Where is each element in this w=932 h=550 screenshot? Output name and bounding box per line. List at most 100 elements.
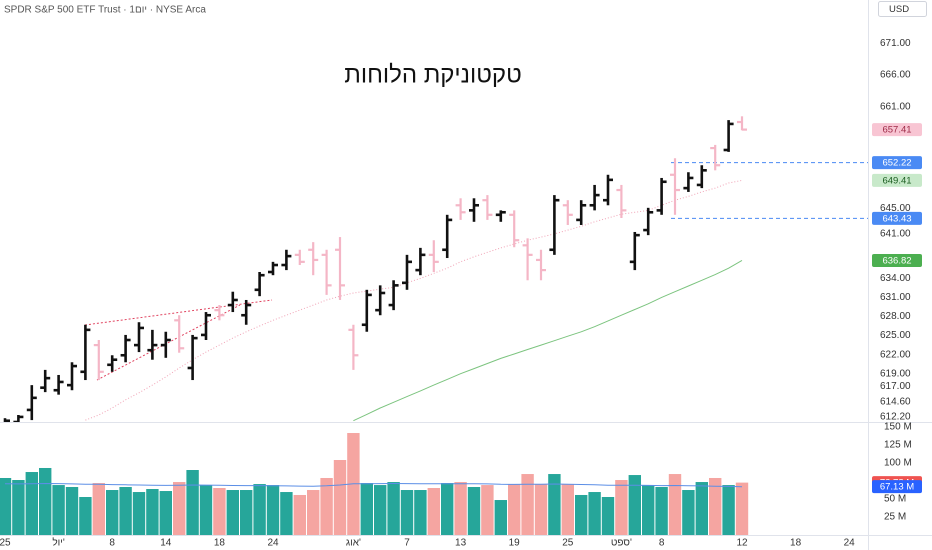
volume-bar	[333, 460, 347, 535]
volume-ma-tag-bg	[872, 480, 922, 494]
x-tick-label: 14	[160, 538, 172, 549]
symbol-label: SPDR S&P 500 ETF Trust · 1יום · NYSE Arc…	[4, 5, 206, 16]
volume-bar	[668, 474, 682, 535]
axes: 612.20 614.60 617.00 619.00 622.00 625.00 628.…	[0, 38, 922, 549]
x-tick-label: 12	[736, 538, 748, 549]
volume-bar	[534, 484, 548, 535]
volume-bar	[360, 483, 373, 535]
y-tick-label: 617.00	[880, 381, 911, 392]
y-tick-label: 661.00	[880, 101, 911, 112]
y-tick-label: 631.00	[880, 292, 911, 303]
x-tick-label: 24	[844, 538, 856, 549]
volume-bar	[427, 488, 440, 535]
level-tag-bg	[872, 211, 922, 225]
volume-bar	[709, 477, 722, 535]
volume-bar	[601, 496, 615, 535]
volume-tick-label: 25 M	[884, 512, 906, 523]
volume-bar	[226, 490, 239, 535]
volume-tick-label: 50 M	[884, 494, 906, 505]
volume-bar	[159, 491, 172, 535]
volume-bar	[682, 490, 695, 535]
volume-bar	[12, 480, 25, 535]
volume-bar	[213, 488, 226, 535]
volume-bar	[400, 490, 414, 535]
x-tick-label: 25	[562, 538, 574, 549]
x-tick-label: 24	[267, 538, 279, 549]
volume-bar	[722, 485, 735, 535]
volume-bar	[454, 482, 467, 535]
x-tick-label: יול'	[52, 537, 65, 549]
y-tick-label: 619.00	[880, 368, 911, 379]
price-pane	[3, 116, 868, 422]
ma-tag: 636.82	[882, 255, 911, 266]
y-tick-label: 614.60	[880, 396, 911, 407]
volume-ma-line	[4, 482, 743, 488]
ma-tag-bg	[872, 253, 922, 267]
volume-bar	[199, 485, 213, 535]
volume-tick-label: 100 M	[884, 458, 912, 469]
chart-title: טקטוניקת הלוחות	[344, 61, 521, 88]
x-tick-label: 8	[659, 538, 665, 549]
volume-bar	[79, 496, 92, 535]
volume-bar	[628, 475, 641, 535]
volume-bar	[240, 490, 253, 535]
volume-bar	[481, 485, 494, 535]
volume-bar	[106, 490, 119, 535]
volume-bar	[293, 494, 306, 535]
volume-bar	[253, 484, 266, 535]
volume-bar	[25, 472, 38, 535]
currency-box[interactable]	[878, 1, 927, 17]
volume-tick-label: 150 M	[884, 422, 912, 433]
volume-bar	[588, 492, 601, 535]
volume-bar	[307, 490, 320, 535]
y-tick-label: 641.00	[880, 229, 911, 240]
volume-bar	[575, 494, 588, 535]
x-tick-label: 18	[214, 538, 226, 549]
trendline	[84, 299, 273, 326]
volume-bar	[615, 480, 628, 535]
currency[interactable]: USD	[889, 4, 909, 15]
volume-bar	[695, 482, 708, 535]
volume-bar	[146, 489, 159, 535]
volume-bar	[414, 490, 427, 535]
trend-drawings	[84, 299, 273, 381]
x-tick-label: 25	[0, 538, 11, 549]
y-tick-label: 625.00	[880, 330, 911, 341]
y-tick-label: 634.00	[880, 273, 911, 284]
last-price-tag-bg	[872, 123, 922, 137]
y-tick-label: 666.00	[880, 70, 911, 81]
volume-bar	[119, 486, 132, 535]
x-tick-label: ספט'	[611, 538, 632, 549]
y-tick-label: 671.00	[880, 38, 911, 49]
last-price-tag: 657.41	[882, 125, 911, 136]
volume-bar	[441, 483, 454, 535]
volume-bar	[508, 484, 521, 535]
volume-pane	[0, 433, 749, 535]
level-tag-bg	[872, 156, 922, 170]
volume-tick-label: 125 M	[884, 440, 912, 451]
trendline	[96, 304, 241, 381]
volume-bar	[521, 474, 534, 535]
x-tick-label: 8	[109, 538, 115, 549]
x-tick-label: 18	[790, 538, 802, 549]
x-tick-label: 19	[509, 538, 521, 549]
x-tick-label: 13	[455, 538, 467, 549]
volume-bar	[132, 492, 146, 535]
volume-bar	[320, 477, 333, 535]
volume-bar	[92, 483, 105, 535]
y-tick-label: 612.20	[880, 412, 911, 423]
volume-bar	[39, 467, 52, 535]
volume-bar	[561, 484, 574, 535]
volume-bar	[548, 474, 561, 535]
x-tick-label: 7	[404, 538, 410, 549]
y-tick-label: 622.00	[880, 349, 911, 360]
volume-bar	[655, 486, 668, 535]
volume-bar	[280, 492, 293, 535]
ma-line	[353, 259, 743, 422]
volume-bar	[173, 482, 186, 535]
volume-bar	[52, 485, 65, 535]
volume-bar	[266, 485, 280, 535]
volume-ma-tag: 67.13 M	[880, 482, 914, 493]
volume-bar	[186, 470, 199, 535]
